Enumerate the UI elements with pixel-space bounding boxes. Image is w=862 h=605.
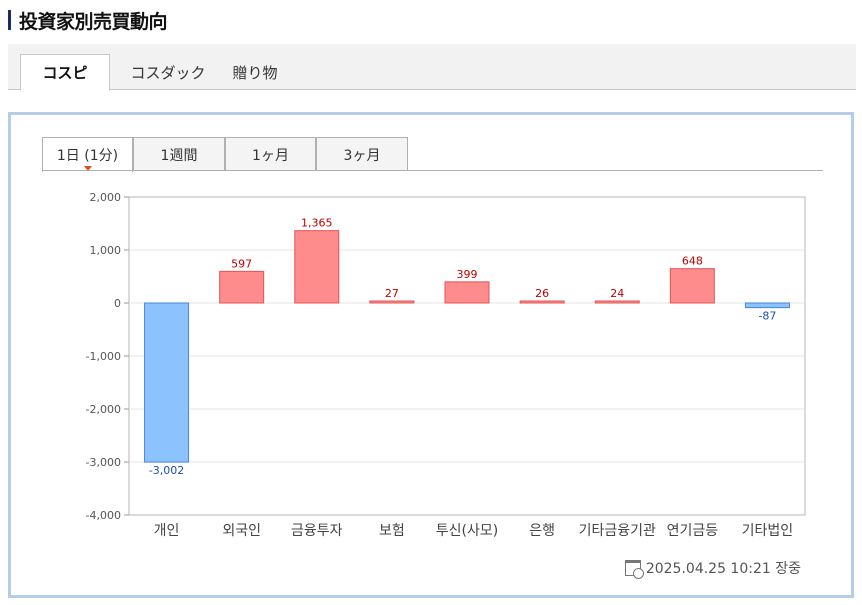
x-tick-label: 은행 [529, 523, 555, 539]
timestamp: 2025.04.25 10:21 장중 [645, 561, 801, 577]
tab-kospi[interactable]: コスピ [20, 54, 110, 91]
x-tick-label: 기타금융기관 [579, 523, 656, 539]
data-label: 1,365 [301, 217, 333, 230]
page-title: 投資家別売買動向 [19, 10, 168, 33]
tab-kosdaq[interactable]: コスダック [130, 63, 206, 82]
data-label: 27 [385, 287, 399, 300]
caret-down-icon [84, 166, 92, 171]
title-accent-bar [8, 10, 11, 30]
y-tick-label: -1,000 [86, 350, 121, 363]
y-tick-label: -3,000 [86, 456, 121, 469]
bar [219, 270, 265, 304]
bar [444, 281, 490, 304]
bar [594, 300, 640, 304]
chart-panel: 1日 (1分) 1週間 1ヶ月 3ヶ月 2,000 1,000 0 -1,000 -2,… [8, 112, 854, 598]
x-tick-label: 개인 [154, 523, 180, 539]
data-label: 399 [457, 268, 478, 281]
tab-1day-label: 1日 (1分) [56, 148, 119, 164]
timestamp-row: 2025.04.25 10:21 장중 [624, 558, 801, 579]
page-header: 投資家別売買動向 [8, 6, 168, 34]
y-tick-label: 1,000 [90, 244, 122, 257]
data-label: -3,002 [149, 464, 184, 477]
investor-bar-chart: 2,000 1,000 0 -1,000 -2,000 -3,000 -4,000 -3,00… [86, 191, 806, 539]
tab-1month[interactable]: 1ヶ月 [225, 137, 316, 171]
bar [519, 300, 565, 304]
tab-gift[interactable]: 贈り物 [232, 63, 278, 82]
bar [669, 268, 715, 304]
data-label: 648 [682, 255, 703, 268]
market-tab-bar: コスピ コスダック 贈り物 [8, 44, 856, 91]
x-tick-label: 투신(사모) [436, 523, 498, 539]
data-label: 24 [610, 287, 624, 300]
x-tick-label: 금융투자 [291, 523, 343, 539]
tab-underline [42, 170, 823, 171]
data-label: -87 [758, 310, 776, 323]
x-tick-label: 기타법인 [742, 523, 794, 539]
y-tick-label: 0 [114, 297, 121, 310]
x-tick-label: 외국인 [222, 523, 261, 539]
tab-1day[interactable]: 1日 (1分) [42, 137, 133, 172]
y-tick-label: 2,000 [90, 191, 122, 204]
calendar-clock-icon [624, 560, 644, 579]
bar [144, 302, 190, 463]
x-tick-label: 보험 [379, 523, 405, 539]
data-label: 597 [231, 257, 252, 270]
tab-1week[interactable]: 1週間 [133, 137, 225, 171]
y-tick-label: -2,000 [86, 403, 121, 416]
y-tick-label: -4,000 [86, 509, 121, 522]
bar [369, 300, 415, 304]
bar [294, 230, 340, 304]
x-tick-label: 연기금등 [667, 523, 719, 539]
bar [744, 302, 790, 309]
tab-3month[interactable]: 3ヶ月 [316, 137, 408, 171]
data-label: 26 [535, 287, 549, 300]
